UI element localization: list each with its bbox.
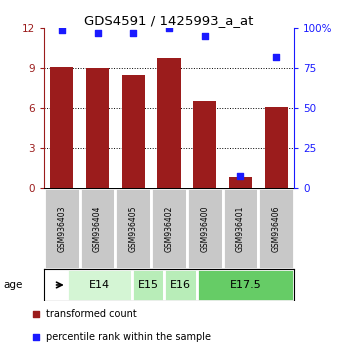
Bar: [158, 58, 180, 188]
Text: GSM936403: GSM936403: [57, 205, 66, 252]
Bar: [50, 67, 73, 188]
Text: GSM936400: GSM936400: [200, 205, 209, 252]
Text: transformed count: transformed count: [46, 309, 137, 319]
Point: [238, 173, 243, 179]
Bar: [86, 68, 109, 188]
Bar: [265, 107, 288, 188]
Text: E15: E15: [137, 280, 159, 290]
Point: [59, 27, 65, 33]
Text: percentile rank within the sample: percentile rank within the sample: [46, 332, 211, 342]
Bar: [164, 269, 197, 301]
Point: [166, 25, 172, 31]
Bar: [131, 269, 164, 301]
Point: [95, 30, 100, 36]
Bar: [193, 101, 216, 188]
Bar: [197, 269, 294, 301]
Bar: [187, 188, 223, 269]
Bar: [258, 188, 294, 269]
Text: GSM936406: GSM936406: [272, 205, 281, 252]
Bar: [80, 188, 115, 269]
Point: [202, 34, 208, 39]
Text: GSM936402: GSM936402: [165, 205, 173, 252]
Point: [33, 334, 39, 339]
Title: GDS4591 / 1425993_a_at: GDS4591 / 1425993_a_at: [84, 14, 254, 27]
Text: GSM936401: GSM936401: [236, 205, 245, 252]
Bar: [67, 269, 131, 301]
Point: [33, 311, 39, 316]
Text: E16: E16: [170, 280, 191, 290]
Bar: [115, 188, 151, 269]
Text: GSM936404: GSM936404: [93, 205, 102, 252]
Bar: [151, 188, 187, 269]
Text: E14: E14: [89, 280, 110, 290]
Bar: [229, 177, 252, 188]
Text: GSM936405: GSM936405: [129, 205, 138, 252]
Text: age: age: [3, 280, 23, 290]
Bar: [122, 75, 145, 188]
Point: [130, 30, 136, 36]
Bar: [223, 188, 258, 269]
Point: [273, 54, 279, 60]
Bar: [44, 188, 80, 269]
Text: E17.5: E17.5: [230, 280, 261, 290]
